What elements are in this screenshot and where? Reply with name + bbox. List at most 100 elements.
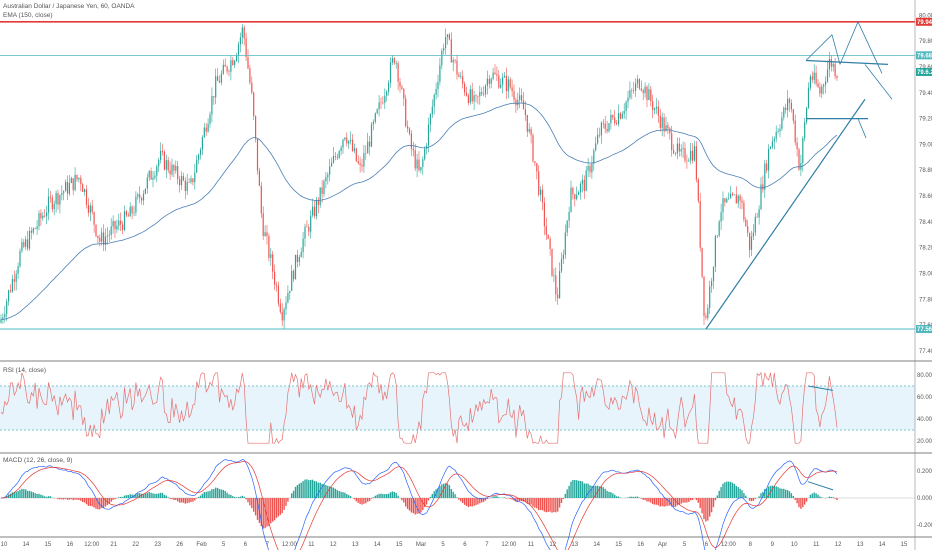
time-tick-label: 7 xyxy=(485,542,489,548)
candle-body xyxy=(319,187,321,205)
candle-body xyxy=(530,128,532,136)
candle-body xyxy=(631,90,633,91)
candle-body xyxy=(695,146,697,180)
candle-body xyxy=(230,60,232,72)
candle-body xyxy=(361,164,363,167)
macd-histogram-bar xyxy=(652,498,654,505)
candle-body xyxy=(82,184,84,192)
macd-histogram-bar xyxy=(121,497,124,498)
candle-body xyxy=(612,115,614,118)
macd-histogram-bar xyxy=(234,496,236,498)
candle-body xyxy=(610,115,612,124)
macd-histogram-bar xyxy=(655,498,658,505)
candle-body xyxy=(490,78,492,84)
candle-body xyxy=(735,194,737,204)
candle-body xyxy=(807,87,810,108)
macd-histogram-bar xyxy=(532,498,534,507)
candle-body xyxy=(234,60,236,66)
candle-body xyxy=(811,76,813,80)
candle-body xyxy=(794,120,796,143)
macd-histogram-bar xyxy=(583,483,585,498)
uptrend-line xyxy=(705,98,866,330)
macd-histogram-bar xyxy=(253,498,255,512)
candle-body xyxy=(405,98,407,127)
macd-histogram-bar xyxy=(87,498,90,506)
candle-body xyxy=(0,319,2,323)
macd-histogram-bar xyxy=(329,486,331,498)
signal-line xyxy=(1,460,838,550)
candle-body xyxy=(207,123,209,132)
candle-body xyxy=(424,148,426,160)
time-tick-label: 12 xyxy=(330,542,337,548)
macd-histogram-bar xyxy=(279,498,281,515)
candle-body xyxy=(418,159,420,171)
time-tick-label: Apr xyxy=(658,542,667,548)
macd-histogram-bar xyxy=(672,498,675,508)
candle-body xyxy=(821,86,823,94)
candle-body xyxy=(298,257,300,262)
macd-histogram-bar xyxy=(657,498,660,506)
macd-histogram-bar xyxy=(437,487,439,498)
time-tick-label: 16 xyxy=(637,542,644,548)
candle-body xyxy=(768,148,770,171)
macd-histogram-bar xyxy=(764,489,766,498)
candle-body xyxy=(359,163,361,165)
candle-body xyxy=(505,75,507,92)
candle-body xyxy=(49,196,51,198)
candle-body xyxy=(2,317,4,320)
macd-histogram-bar xyxy=(612,493,614,498)
macd-histogram-bar xyxy=(306,479,308,498)
macd-histogram-bar xyxy=(184,498,186,504)
macd-histogram-bar xyxy=(21,488,23,498)
macd-histogram-bar xyxy=(665,498,667,507)
macd-histogram-bar xyxy=(444,483,447,498)
candle-body xyxy=(661,117,663,128)
candle-body xyxy=(142,193,145,201)
candle-body xyxy=(108,234,110,236)
candle-body xyxy=(659,115,661,128)
macd-histogram-bar xyxy=(40,494,42,498)
macd-histogram-bar xyxy=(129,494,131,498)
candle-body xyxy=(9,290,12,292)
macd-histogram-bar xyxy=(207,491,209,498)
candle-body xyxy=(129,206,131,217)
macd-histogram-bar xyxy=(72,498,74,501)
ema-legend: EMA (150, close) xyxy=(3,12,53,19)
candle-body xyxy=(344,137,346,140)
time-tick-label: 13 xyxy=(857,542,864,548)
candle-body xyxy=(762,184,764,190)
macd-histogram-bar xyxy=(701,498,703,514)
macd-histogram-bar xyxy=(633,496,635,498)
candle-body xyxy=(420,166,422,171)
candle-body xyxy=(602,122,604,124)
time-tick-label: 12 xyxy=(835,542,842,548)
macd-histogram-bar xyxy=(752,498,755,501)
wedge-upper-line xyxy=(805,59,889,65)
macd-histogram-bar xyxy=(748,498,751,501)
macd-histogram-bar xyxy=(76,498,78,500)
macd-histogram-bar xyxy=(384,494,386,498)
candle-body xyxy=(429,114,431,125)
candle-body xyxy=(393,58,395,64)
candle-body xyxy=(712,266,715,282)
candle-body xyxy=(439,65,441,82)
macd-histogram-bar xyxy=(23,489,25,498)
macd-histogram-bar xyxy=(631,496,633,498)
time-tick-label: 15 xyxy=(396,542,403,548)
candle-body xyxy=(306,226,308,228)
macd-histogram-bar xyxy=(515,498,517,502)
candle-body xyxy=(792,109,794,121)
candle-body xyxy=(378,102,380,110)
candle-body xyxy=(627,97,629,103)
price-tick-label: 79.000 xyxy=(919,142,932,148)
macd-tick-label: -0.200 xyxy=(917,523,932,529)
macd-histogram-bar xyxy=(691,498,694,501)
macd-histogram-bar xyxy=(834,498,836,499)
candle-body xyxy=(745,219,747,227)
macd-histogram-bar xyxy=(363,498,365,504)
candle-body xyxy=(458,74,460,77)
macd-histogram-bar xyxy=(66,498,69,500)
candle-body xyxy=(832,63,834,67)
macd-histogram-bar xyxy=(338,491,340,498)
